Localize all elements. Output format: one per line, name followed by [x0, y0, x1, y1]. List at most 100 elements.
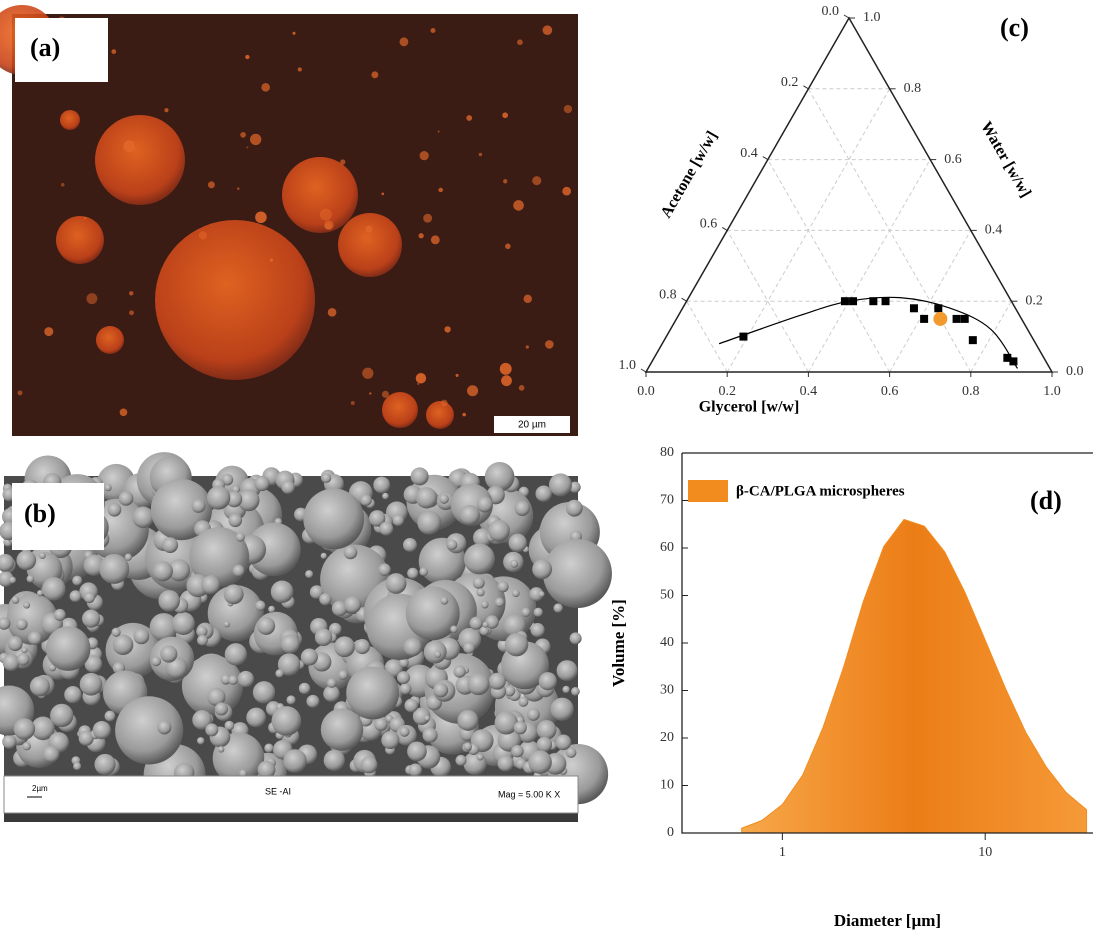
particle — [28, 631, 42, 645]
particle — [503, 179, 507, 183]
particle — [532, 559, 552, 579]
data-point — [953, 315, 961, 323]
particle — [505, 244, 511, 250]
scale-bar: 20 µm — [518, 420, 546, 431]
particle — [351, 401, 355, 405]
particle — [153, 561, 173, 581]
particle — [403, 638, 422, 657]
particle — [60, 110, 80, 130]
particle — [292, 32, 295, 35]
particle — [82, 610, 100, 628]
particle — [119, 491, 134, 506]
particle — [379, 522, 393, 536]
particle — [424, 715, 430, 721]
particle — [438, 188, 442, 192]
particle — [111, 49, 116, 54]
particle — [18, 390, 23, 395]
grid-line — [687, 301, 728, 372]
particle — [498, 755, 514, 771]
particle — [505, 633, 528, 656]
data-point — [920, 315, 928, 323]
particle — [526, 345, 529, 348]
particle — [112, 628, 121, 637]
particle — [464, 742, 472, 750]
particle — [397, 671, 410, 684]
particle — [99, 554, 129, 584]
particle — [344, 596, 361, 613]
particle — [191, 499, 205, 513]
magnification: Mag = 5.00 K X — [498, 789, 560, 799]
particle — [39, 552, 46, 559]
particle — [338, 213, 402, 277]
tick-mark — [763, 157, 768, 160]
particle — [207, 486, 231, 510]
particle — [205, 723, 218, 736]
particle — [373, 477, 390, 494]
particle — [549, 473, 572, 496]
left-tick-label: 0.6 — [700, 217, 718, 232]
y-tick-label: 50 — [660, 588, 674, 603]
particle — [105, 711, 116, 722]
particle — [246, 146, 248, 148]
particle — [281, 634, 300, 653]
right-tick-label: 0.8 — [904, 81, 922, 96]
particle — [381, 731, 399, 749]
right-tick-label: 0.6 — [944, 152, 962, 167]
particle — [473, 577, 485, 589]
particle — [495, 598, 505, 608]
particle — [524, 295, 532, 303]
bottom-tick-label: 0.0 — [637, 384, 655, 399]
data-point — [969, 336, 977, 344]
particle — [360, 494, 372, 506]
particle — [129, 291, 133, 295]
particle — [315, 629, 332, 646]
legend-swatch — [688, 480, 728, 502]
particle — [113, 634, 134, 655]
particle — [562, 686, 569, 693]
particle — [456, 755, 467, 766]
highlight-point — [933, 312, 947, 326]
particle — [321, 708, 363, 750]
particle — [46, 626, 91, 671]
particle — [521, 608, 530, 617]
particle — [386, 573, 407, 594]
particle — [344, 546, 358, 560]
particle — [382, 391, 389, 398]
particle — [467, 673, 489, 695]
particle — [515, 501, 530, 516]
particle — [534, 608, 543, 617]
particle — [488, 520, 510, 542]
data-point — [841, 297, 849, 305]
particle — [3, 654, 20, 671]
particle — [93, 721, 111, 739]
particle — [450, 625, 457, 632]
particle — [299, 683, 310, 694]
particle — [381, 192, 384, 195]
particle — [404, 699, 418, 713]
particle — [456, 374, 459, 377]
tick-mark — [844, 15, 849, 18]
particle — [104, 484, 111, 491]
particle — [532, 176, 541, 185]
particle — [426, 401, 454, 429]
particle — [482, 622, 488, 628]
particle — [543, 539, 612, 608]
tick-mark — [803, 86, 808, 89]
particle — [463, 642, 475, 654]
particle — [403, 538, 417, 552]
data-point — [849, 297, 857, 305]
bottom-tick-label: 0.4 — [800, 384, 818, 399]
particle — [157, 720, 171, 734]
particle — [334, 636, 355, 657]
bottom-tick-label: 0.8 — [962, 384, 980, 399]
particle — [509, 534, 527, 552]
particle — [30, 676, 50, 696]
left-tick-label: 0.4 — [740, 146, 758, 161]
x-tick-label: 1 — [779, 845, 786, 860]
particle — [392, 514, 404, 526]
panel-label: (d) — [1030, 486, 1062, 515]
particle — [441, 400, 448, 407]
particle — [254, 476, 269, 491]
particle — [556, 734, 572, 750]
particle — [96, 326, 124, 354]
